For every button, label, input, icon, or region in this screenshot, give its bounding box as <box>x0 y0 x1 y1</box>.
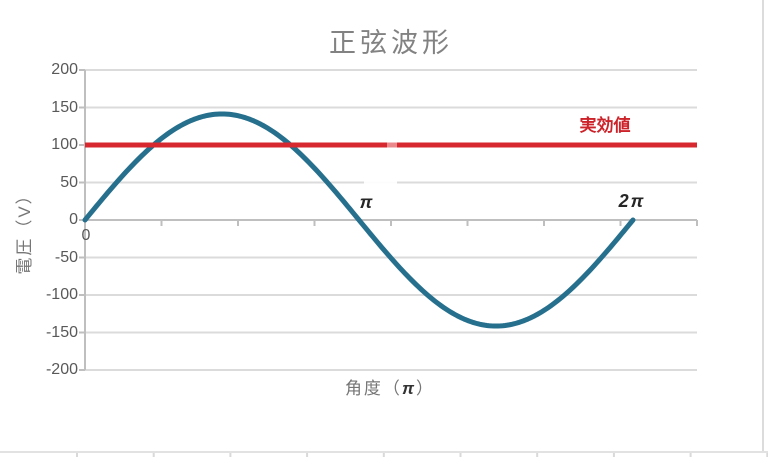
y-axis-tick-label--200: -200 <box>45 361 78 378</box>
y-axis-tick-label-100: 100 <box>51 136 78 153</box>
x-tick-label-0: 0 <box>81 227 91 244</box>
x-tick-label-pi: π <box>359 192 373 212</box>
sine-wave-series <box>82 111 636 329</box>
rms-series-label: 実効値 <box>579 116 631 135</box>
x-axis-title-suffix: ） <box>416 379 436 398</box>
y-axis-tick-label--150: -150 <box>45 323 78 341</box>
worksheet-row-gridline <box>0 451 768 453</box>
y-axis-tick-label-150: 150 <box>51 98 78 116</box>
y-axis-tick-label-200: 200 <box>51 61 78 78</box>
x-axis-title: 角度（π） <box>240 374 540 399</box>
seam-artifact-gridline <box>364 180 397 185</box>
y-axis-tick-label-50: 50 <box>60 173 78 191</box>
y-axis-title: 電圧（V） <box>15 185 34 275</box>
x-axis-title-pi-symbol: π <box>401 379 417 398</box>
worksheet-column-gridline <box>762 0 764 453</box>
x-tick-label-2pi: 2π <box>618 191 646 211</box>
y-axis-tick-label--50: -50 <box>54 248 78 266</box>
y-axis-tick-label-0: 0 <box>69 211 78 228</box>
y-axis-tick-label--100: -100 <box>45 286 78 303</box>
x-axis-title-prefix: 角度（ <box>344 379 402 398</box>
seam-artifact-rms-line <box>387 141 397 149</box>
chart-title: 正弦波形 <box>329 28 453 58</box>
